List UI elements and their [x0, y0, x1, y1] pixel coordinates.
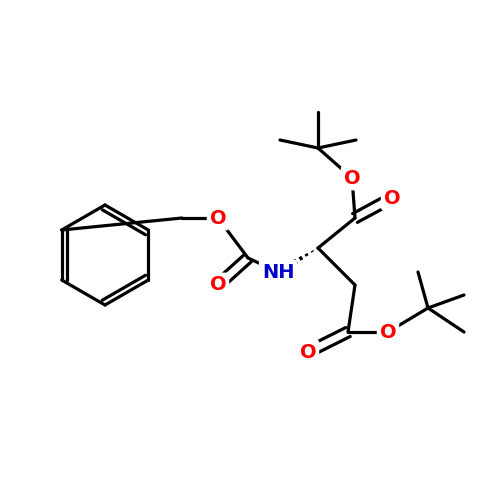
Text: O: O	[210, 208, 226, 228]
Text: O: O	[384, 188, 400, 208]
Text: O: O	[300, 342, 316, 361]
Text: NH: NH	[262, 262, 294, 281]
Text: O: O	[210, 276, 226, 294]
Text: O: O	[344, 168, 360, 188]
Text: O: O	[380, 322, 396, 342]
